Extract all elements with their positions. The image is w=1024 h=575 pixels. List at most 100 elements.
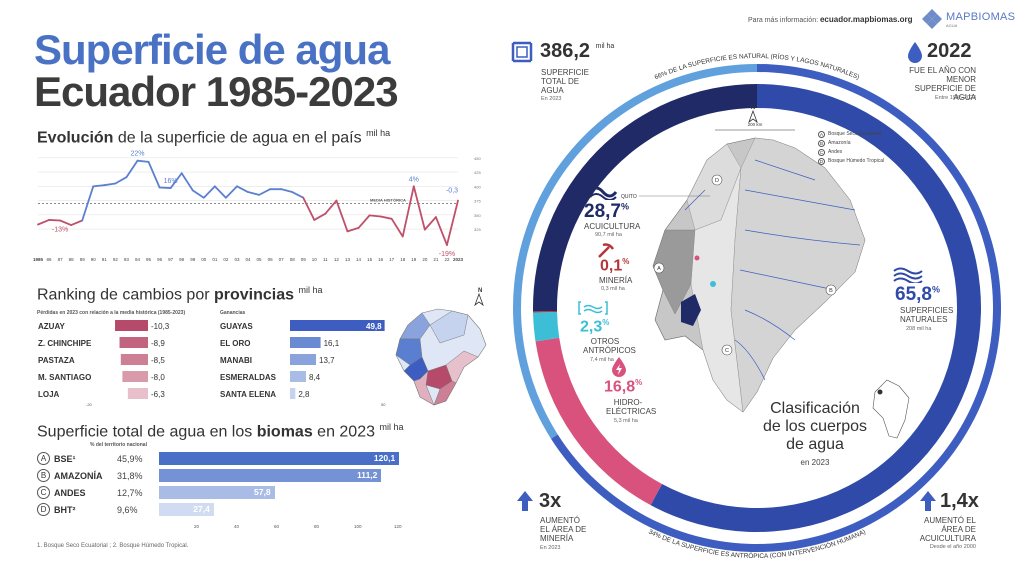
biome-x-tick: 60 bbox=[274, 524, 280, 529]
map-legend-text: Bosque Húmedo Tropical bbox=[828, 158, 885, 164]
x-tick-label: 19 bbox=[411, 257, 417, 262]
x-tick-label: 20 bbox=[422, 257, 428, 262]
biome-letter: D bbox=[37, 503, 50, 516]
x-tick-label: 22 bbox=[444, 257, 450, 262]
province-name: Z. CHINCHIPE bbox=[38, 339, 92, 348]
x-tick-label: 16 bbox=[378, 257, 384, 262]
biome-row: B AMAZONÍA 31,8% 111,2 bbox=[37, 469, 427, 483]
series-segment bbox=[280, 188, 294, 193]
x-tick-label: 88 bbox=[69, 257, 75, 262]
river bbox=[744, 309, 796, 341]
series-segment bbox=[180, 172, 194, 192]
series-segment bbox=[324, 199, 338, 215]
y-tick-label: 375 bbox=[474, 199, 481, 204]
mining-sub: 0,3 mil ha bbox=[601, 286, 625, 292]
series-segment bbox=[236, 185, 249, 193]
natural-icon bbox=[892, 265, 924, 288]
anthropic-water bbox=[710, 281, 716, 287]
mapbiomas-logo[interactable] bbox=[918, 8, 946, 35]
gain-value: 49,8 bbox=[366, 322, 382, 331]
river bbox=[744, 229, 861, 246]
province-name: M. SANTIAGO bbox=[38, 373, 91, 382]
biome-bar: 57,8 bbox=[159, 486, 275, 499]
biome-row: C ANDES 12,7% 57,8 bbox=[37, 486, 427, 500]
series-segment bbox=[335, 199, 349, 233]
ranking-title-text: Ranking de cambios por bbox=[37, 286, 214, 304]
biome-x-tick: 20 bbox=[194, 524, 200, 529]
series-segment bbox=[81, 185, 95, 222]
x-tick-label: 97 bbox=[168, 257, 174, 262]
north-letter: N bbox=[751, 105, 755, 111]
aquaculture-icon bbox=[588, 182, 618, 205]
footnote: 1. Bosque Seco Ecuatorial ; 2. Bosque Hú… bbox=[37, 543, 189, 549]
x-tick-label: 03 bbox=[234, 257, 240, 262]
region-amazon bbox=[730, 137, 866, 413]
x-tick-label: 94 bbox=[135, 257, 141, 262]
gain-value: 16,1 bbox=[324, 339, 340, 348]
ranking-title: Ranking de cambios por provincias mil ha bbox=[37, 285, 322, 304]
evolution-chart: 325 350 375 400 425 450 MEDIA HISTÓRICA 1985 86 8… bbox=[33, 151, 481, 262]
logo-text: MAPBIOMAS bbox=[946, 11, 1016, 23]
x-tick-label: 06 bbox=[268, 257, 274, 262]
series-segment bbox=[103, 182, 117, 187]
series-segment bbox=[224, 185, 238, 199]
stat-mining-label: AUMENTÓ EL ÁREA DE MINERÍA bbox=[540, 516, 587, 543]
biome-x-tick: 80 bbox=[314, 524, 320, 529]
series-segment bbox=[368, 214, 382, 218]
more-info-label: Para más información: bbox=[748, 17, 819, 24]
stat-year-value: 2022 bbox=[927, 40, 972, 62]
x-tick-label: 1985 bbox=[33, 257, 44, 262]
gain-bar bbox=[290, 388, 296, 399]
stat-year bbox=[905, 40, 925, 69]
province-name: EL ORO bbox=[220, 339, 251, 348]
x-tick-label: 98 bbox=[179, 257, 185, 262]
stat-aquaculture-sub: Desde el año 2000 bbox=[929, 544, 976, 550]
more-info-link[interactable]: ecuador.mapbiomas.org bbox=[819, 15, 913, 24]
map-legend-letter: A bbox=[818, 131, 825, 138]
annotation-label: 22% bbox=[130, 151, 144, 158]
province-name: PASTAZA bbox=[38, 356, 75, 365]
x-tick-label: 99 bbox=[190, 257, 196, 262]
natural-pct: 65,8% bbox=[895, 284, 940, 305]
x-tick-label: 13 bbox=[345, 257, 351, 262]
x-tick-label: 91 bbox=[102, 257, 108, 262]
biome-bar: 27,4 bbox=[159, 503, 214, 516]
annotation-label: -0,3 bbox=[446, 188, 458, 195]
aquaculture-pct: 28,7% bbox=[584, 201, 629, 222]
x-tick-label: 92 bbox=[113, 257, 119, 262]
gain-value: 8,4 bbox=[309, 373, 321, 382]
other-anthropic-sub: 7,4 mil ha bbox=[590, 357, 614, 363]
x-tick-label: 17 bbox=[389, 257, 395, 262]
x-tick-label: 93 bbox=[124, 257, 130, 262]
loss-axis-label: -20 bbox=[86, 402, 93, 407]
loss-value: -8,5 bbox=[151, 356, 165, 365]
x-tick-label: 02 bbox=[223, 257, 229, 262]
loss-value: -8,9 bbox=[151, 339, 165, 348]
x-tick-label: 09 bbox=[301, 257, 307, 262]
biome-letter: C bbox=[37, 486, 50, 499]
series-segment bbox=[258, 188, 272, 196]
stat-total bbox=[510, 40, 534, 69]
x-tick-label: 86 bbox=[47, 257, 53, 262]
annotation-label: 16% bbox=[164, 178, 178, 185]
aquaculture-sub: 90,7 mil ha bbox=[595, 232, 622, 238]
stat-mining-value: 3x bbox=[539, 490, 562, 512]
map-legend-text: Andes bbox=[828, 149, 843, 155]
biome-letter: B bbox=[37, 469, 50, 482]
stat-aquaculture-label: AUMENTÓ EL ÁREA DE ACUICULTURA bbox=[919, 516, 976, 543]
biome-letter: A bbox=[37, 452, 50, 465]
hydro-water bbox=[694, 255, 700, 261]
biomes-unit: mil ha bbox=[379, 422, 404, 432]
series-segment bbox=[412, 185, 426, 231]
river bbox=[734, 339, 766, 381]
series-segment bbox=[357, 214, 371, 229]
region-letter: A bbox=[657, 266, 661, 272]
north-arrow bbox=[748, 109, 758, 124]
hydro-label: HIDRO-ELÉCTRICAS bbox=[606, 398, 657, 416]
series-segment bbox=[202, 185, 216, 199]
biome-bar: 111,2 bbox=[159, 469, 382, 482]
city-label: QUITO bbox=[621, 194, 637, 200]
map-legend-text: Amazonía bbox=[828, 140, 851, 146]
logo-sub: AGUA bbox=[946, 23, 958, 28]
